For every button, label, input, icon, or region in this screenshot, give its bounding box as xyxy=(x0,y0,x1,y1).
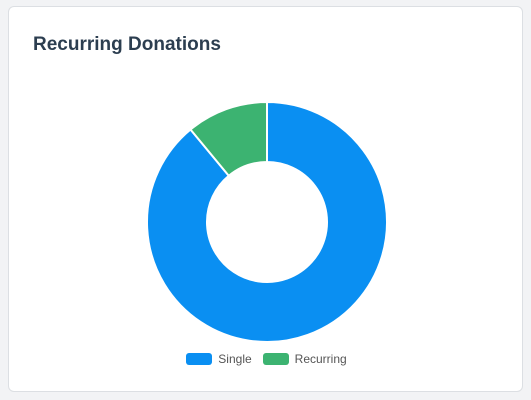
legend-swatch-recurring xyxy=(262,353,289,365)
slice-single[interactable] xyxy=(146,100,388,343)
legend-item-recurring[interactable]: Recurring xyxy=(262,352,347,366)
card-title: Recurring Donations xyxy=(33,34,221,55)
legend-item-single[interactable]: Single xyxy=(186,352,252,366)
doughnut-slices xyxy=(146,100,388,343)
chart-card: Recurring Donations Single Recurring xyxy=(8,6,523,392)
legend-label: Single xyxy=(218,352,252,366)
chart-legend: Single Recurring xyxy=(9,352,524,366)
slice-recurring[interactable] xyxy=(189,100,268,178)
legend-label: Recurring xyxy=(294,352,347,366)
doughnut-chart xyxy=(146,100,388,343)
legend-swatch-single xyxy=(186,353,213,365)
